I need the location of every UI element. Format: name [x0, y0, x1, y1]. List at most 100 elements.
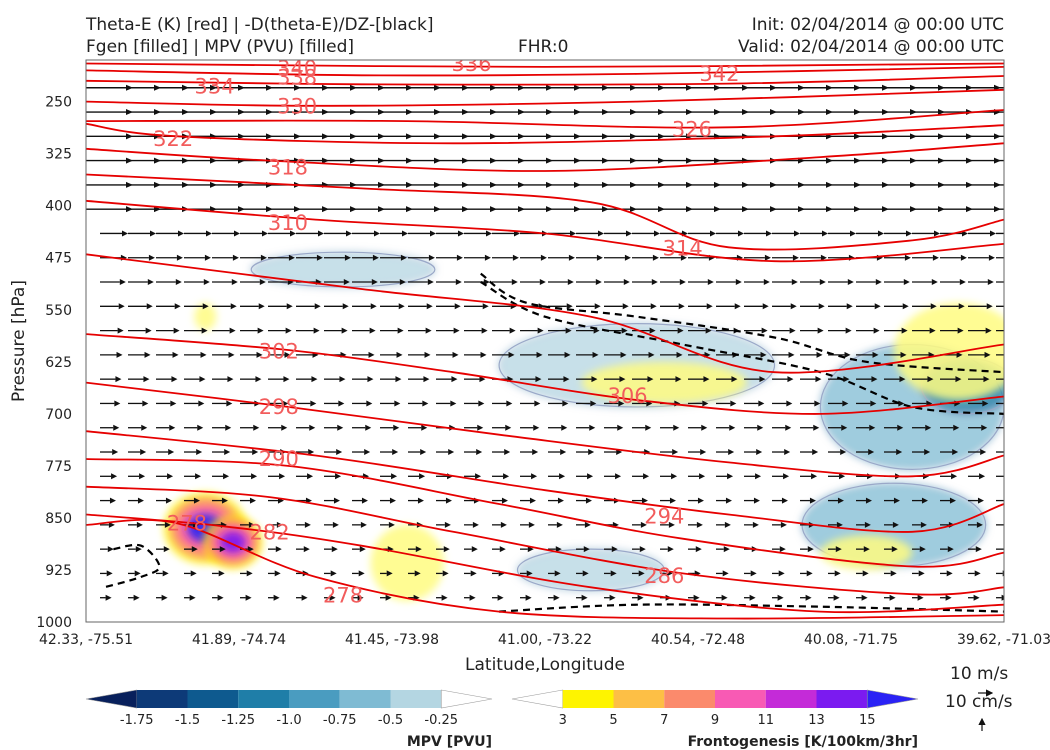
wind-vector-head [346, 230, 352, 237]
wind-vector-head [812, 449, 819, 456]
wind-vector-head [1016, 279, 1022, 285]
wind-vector-head [512, 254, 519, 261]
y-tick-label: 1000 [36, 615, 72, 631]
x-tick-label: 42.33, -75.51 [39, 632, 133, 648]
wind-vector-head [423, 376, 430, 383]
wind-vector-head [826, 181, 833, 188]
wind-vector-head [949, 497, 956, 504]
theta-e-label: 318 [268, 156, 308, 180]
wind-vector-head [672, 449, 679, 456]
wind-vector-head [564, 351, 571, 358]
wind-vector-head [478, 400, 485, 407]
wind-vector-head [308, 449, 315, 456]
fgen-colorbar-tick-label: 9 [711, 713, 719, 728]
wind-vector-head [471, 546, 478, 553]
wind-vector-head [910, 181, 917, 188]
wind-vector-head [406, 181, 413, 188]
wind-vector-head [462, 181, 469, 188]
wind-vector-head [975, 546, 982, 553]
wind-vector-head [862, 570, 869, 577]
wind-vector-head [623, 279, 630, 286]
wind-vector-head [247, 546, 254, 553]
x-tick-label: 39.62, -71.03 [957, 632, 1050, 648]
wind-vector-head [113, 424, 120, 431]
y-tick-label: 850 [45, 511, 72, 527]
wind-vector-head [702, 400, 709, 407]
wind-vector-head [622, 303, 629, 310]
colorbars: -1.75 -1.5 -1.25 -1.0 -0.75 -0.5 -0.25 MPV [PVU… [85, 689, 919, 750]
theta-e-contour [86, 199, 1004, 263]
wind-vector-head [238, 109, 245, 116]
fgen-area [194, 302, 217, 331]
stability-contour [104, 543, 161, 589]
mpv-colorbar-segment [238, 690, 289, 708]
wind-vector-head [647, 376, 654, 383]
wind-vector-head [761, 327, 768, 334]
wind-vector-head [721, 594, 728, 601]
stability-contour [480, 272, 1004, 374]
wind-vector-head [316, 254, 323, 261]
wind-vector-head [925, 424, 932, 431]
wind-vector-head [791, 279, 798, 286]
wind-vector-head [731, 376, 738, 383]
wind-vector-head [477, 424, 484, 431]
mpv-colorbar-tick-label: -0.75 [323, 713, 357, 728]
wind-vector-head [217, 594, 224, 601]
wind-vector-head [311, 376, 318, 383]
wind-vector-head [415, 546, 422, 553]
wind-vector-head [141, 424, 148, 431]
wind-vector-head [758, 400, 765, 407]
wind-vector-head [724, 521, 731, 528]
wind-vector-head [882, 84, 889, 91]
plot-frame [85, 59, 1005, 623]
wind-vector-head [957, 327, 964, 334]
wind-vector-head [203, 279, 210, 286]
wind-vector-head [322, 109, 329, 116]
wind-vector-head [563, 376, 570, 383]
theta-e-label: 338 [277, 65, 317, 89]
wind-vector-head [358, 570, 365, 577]
wind-vector-head [868, 449, 875, 456]
wind-vector-head [501, 497, 508, 504]
wind-vector-head [462, 133, 469, 140]
theta-e-label: 278 [167, 511, 207, 535]
wind-vector-head [406, 133, 413, 140]
wind-vector-head [490, 109, 497, 116]
wind-vector-head [226, 400, 233, 407]
wind-vector-head [534, 400, 541, 407]
wind-vector-head [816, 351, 823, 358]
wind-vector-head [260, 254, 267, 261]
wind-vector-head [839, 473, 846, 480]
wind-vector-head [442, 570, 449, 577]
wind-vector-head [518, 206, 525, 213]
wind-vector-head [673, 424, 680, 431]
fgen-area [893, 302, 1004, 400]
wind-vector-head [669, 497, 676, 504]
stability-contour [480, 281, 1004, 415]
wind-vector-head [567, 279, 574, 286]
x-tick-label: 41.89, -74.74 [192, 632, 286, 648]
wind-vector-head [658, 181, 665, 188]
wind-vector-head [343, 279, 350, 286]
wind-vector-head [364, 449, 371, 456]
wind-vector-head [195, 473, 202, 480]
wind-vector-head [574, 181, 581, 188]
wind-vector-head [658, 84, 665, 91]
wind-vector-head [434, 109, 441, 116]
wind-vector-head [116, 351, 123, 358]
wind-vector-head [982, 400, 989, 407]
wind-vector-head [525, 594, 532, 601]
wind-vector-head [266, 109, 273, 116]
mpv-contour [498, 323, 776, 408]
init-time: Init: 02/04/2014 @ 00:00 UTC [751, 15, 1004, 35]
mpv-colorbar-segment [440, 689, 493, 709]
wind-vector-head [234, 230, 240, 237]
wind-vector-head [574, 109, 581, 116]
theta-e-label: 286 [644, 564, 684, 588]
wind-vector-head [658, 133, 665, 140]
wind-vector-head [126, 157, 133, 164]
theta-e-contour [86, 109, 1004, 129]
wind-vector-head [833, 594, 840, 601]
wind-vector-head [643, 473, 650, 480]
wind-vector-head [602, 109, 609, 116]
